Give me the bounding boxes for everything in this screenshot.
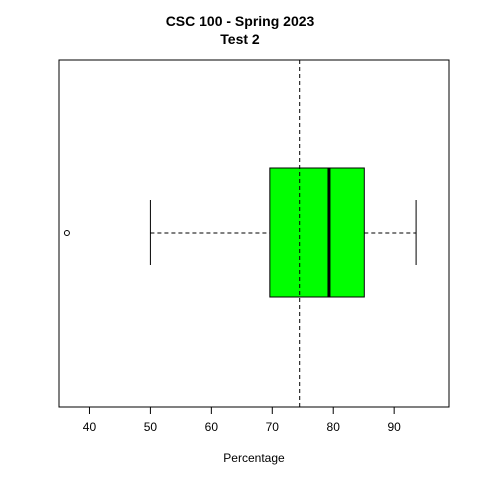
x-tick-label: 80 bbox=[327, 420, 341, 434]
iqr-box bbox=[269, 167, 365, 298]
plot-frame bbox=[58, 59, 450, 408]
x-axis: 40 50 60 70 80 90 bbox=[83, 406, 401, 434]
x-tick-label: 70 bbox=[266, 420, 280, 434]
chart-marks bbox=[63, 60, 417, 407]
x-tick-label: 40 bbox=[83, 420, 97, 434]
x-tick-label: 90 bbox=[387, 420, 401, 434]
outlier-point bbox=[63, 230, 70, 236]
x-axis-label: Percentage bbox=[223, 451, 285, 465]
x-tick-label: 50 bbox=[144, 420, 158, 434]
x-tick-label: 60 bbox=[205, 420, 219, 434]
chart-title: CSC 100 - Spring 2023 bbox=[166, 13, 315, 29]
chart-subtitle: Test 2 bbox=[220, 31, 260, 47]
